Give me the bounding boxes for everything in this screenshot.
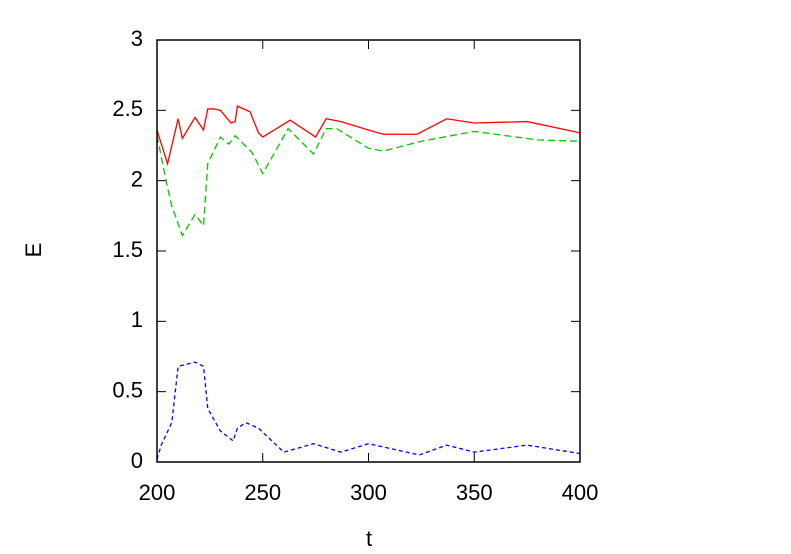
y-tick-label: 1	[131, 307, 143, 332]
x-tick-label: 250	[244, 480, 281, 505]
line-series	[156, 105, 581, 167]
line-series	[156, 361, 581, 460]
y-tick-label: 3	[131, 26, 143, 51]
y-tick-label: 0	[131, 448, 143, 473]
plot-frame	[156, 39, 581, 463]
line-series	[156, 127, 581, 238]
x-tick-label: 200	[139, 480, 176, 505]
y-axis-label: E	[21, 243, 46, 258]
x-tick-label: 350	[456, 480, 493, 505]
x-axis-label: t	[366, 526, 372, 551]
y-tick-label: 2	[131, 166, 143, 191]
x-tick-label: 300	[350, 480, 387, 505]
y-tick-label: 0.5	[112, 377, 143, 402]
x-tick-label: 400	[562, 480, 599, 505]
y-tick-label: 1.5	[112, 237, 143, 262]
y-tick-label: 2.5	[112, 96, 143, 121]
